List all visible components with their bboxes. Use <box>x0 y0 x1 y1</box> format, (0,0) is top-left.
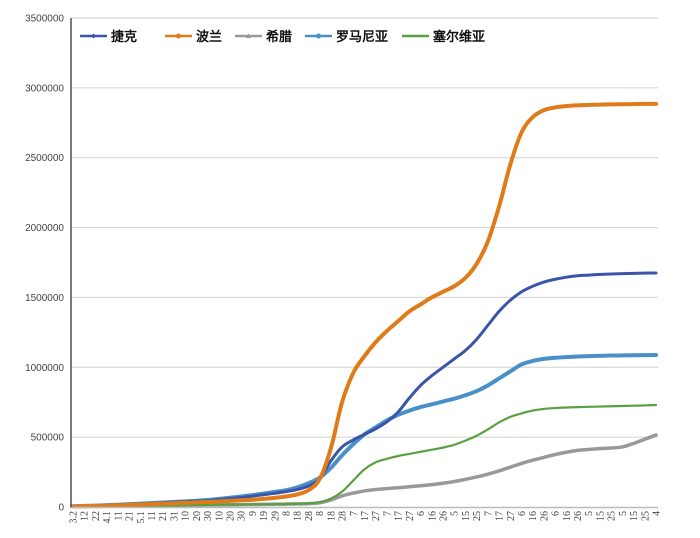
series-line <box>71 433 658 509</box>
x-tick-label: 31 <box>169 511 180 521</box>
x-tick-label: 5.1 <box>136 511 147 524</box>
x-tick-label: 17 <box>394 511 405 521</box>
legend-marker-icon <box>316 33 321 39</box>
series-line <box>71 271 658 508</box>
legend: 捷克 波兰 希腊 罗马尼亚 塞尔维亚 <box>80 29 485 45</box>
x-tick-label: 26 <box>438 511 449 521</box>
legend-label: 塞尔维亚 <box>433 29 485 45</box>
x-tick-label: 5 <box>584 511 595 516</box>
x-tick-label: 25 <box>607 511 618 521</box>
y-tick-label: 500000 <box>31 433 65 444</box>
x-tick-label: 21 <box>125 511 136 521</box>
x-tick-label: 5 <box>450 511 461 516</box>
x-tick-label: 4 <box>652 511 663 516</box>
x-tick-label: 22 <box>91 511 102 521</box>
x-tick-label: 15 <box>461 511 472 521</box>
x-tick-label: 27 <box>405 511 416 521</box>
x-tick-label: 6 <box>517 511 528 516</box>
x-tick-label: 27 <box>506 511 517 521</box>
x-tick-label: 8 <box>315 511 326 516</box>
x-tick-label: 27 <box>371 511 382 521</box>
x-tick-label: 30 <box>237 511 248 521</box>
gridlines <box>71 17 658 438</box>
y-tick-label: 1500000 <box>25 293 64 304</box>
series-line <box>71 403 658 508</box>
legend-item: 波兰 <box>165 29 222 45</box>
x-tick-label: 19 <box>259 511 270 521</box>
y-tick-label: 2500000 <box>25 153 64 164</box>
x-tick-label: 7 <box>483 511 494 516</box>
x-tick-label: 7 <box>349 511 360 516</box>
x-tick-label: 11 <box>113 511 124 521</box>
x-tick-label: 16 <box>427 511 438 521</box>
x-tick-label: 20 <box>225 511 236 521</box>
x-tick-label: 11 <box>147 511 158 521</box>
x-tick-label: 28 <box>304 511 315 521</box>
legend-marker-icon <box>91 33 96 39</box>
x-tick-label: 10 <box>181 511 192 521</box>
x-tick-label: 3.2 <box>69 511 80 524</box>
legend-label: 希腊 <box>266 29 292 45</box>
x-tick-label: 16 <box>562 511 573 521</box>
x-tick-label: 26 <box>539 511 550 521</box>
x-axis-ticks: 3.2 12 22 4.1 11 21 5.1 11 21 31 10 20 30 10 20 30 9 19 29… <box>69 511 663 524</box>
legend-label: 波兰 <box>196 29 222 45</box>
x-tick-label: 9 <box>248 511 259 516</box>
x-tick-label: 25 <box>640 511 651 521</box>
y-tick-label: 1000000 <box>25 363 64 374</box>
legend-item: 罗马尼亚 <box>305 30 388 45</box>
x-tick-label: 4.1 <box>102 511 113 524</box>
x-tick-label: 6 <box>551 511 562 516</box>
x-tick-label: 18 <box>326 511 337 521</box>
x-tick-label: 15 <box>595 511 606 521</box>
y-axis-ticks: 0 500000 1000000 1500000 2000000 2500000 30000… <box>25 14 64 514</box>
x-tick-label: 26 <box>573 511 584 521</box>
x-tick-label: 10 <box>214 511 225 521</box>
legend-marker-icon <box>246 33 251 38</box>
legend-marker-icon <box>176 33 181 39</box>
x-tick-label: 15 <box>629 511 640 521</box>
x-tick-label: 16 <box>528 511 539 521</box>
legend-label: 罗马尼亚 <box>336 30 388 45</box>
x-tick-label: 30 <box>203 511 214 521</box>
x-tick-label: 5 <box>618 511 629 516</box>
x-tick-label: 20 <box>192 511 203 521</box>
x-tick-label: 12 <box>80 511 91 521</box>
legend-item: 塞尔维亚 <box>402 29 485 45</box>
x-tick-label: 6 <box>416 511 427 516</box>
x-tick-label: 17 <box>495 511 506 521</box>
x-tick-label: 17 <box>360 511 371 521</box>
y-tick-label: 0 <box>58 503 64 514</box>
x-tick-label: 29 <box>270 511 281 521</box>
series-line <box>71 352 658 509</box>
legend-item: 捷克 <box>80 29 137 45</box>
x-tick-label: 28 <box>338 511 349 521</box>
legend-item: 希腊 <box>235 29 292 45</box>
x-tick-label: 7 <box>382 511 393 516</box>
series-line <box>71 101 658 509</box>
x-tick-label: 18 <box>293 511 304 521</box>
legend-label: 捷克 <box>111 29 137 45</box>
x-tick-label: 8 <box>282 511 293 516</box>
y-tick-label: 3500000 <box>25 14 64 25</box>
data-series <box>71 101 658 509</box>
y-tick-label: 3000000 <box>25 83 64 94</box>
x-tick-label: 25 <box>472 511 483 521</box>
y-tick-label: 2000000 <box>25 223 64 234</box>
x-tick-label: 21 <box>158 511 169 521</box>
